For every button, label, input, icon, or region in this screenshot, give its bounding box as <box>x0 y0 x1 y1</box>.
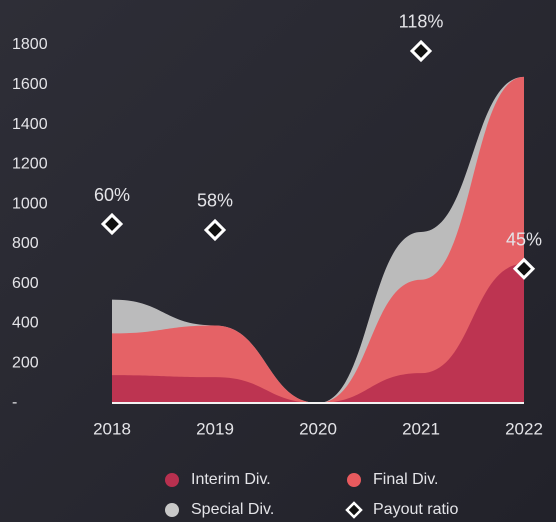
y-tick-label: 1000 <box>12 195 48 212</box>
legend-label: Interim Div. <box>191 471 271 488</box>
legend-marker <box>347 473 361 487</box>
y-tick-label: - <box>12 394 17 411</box>
area <box>112 263 524 403</box>
legend-label: Payout ratio <box>373 501 458 518</box>
legend-marker <box>165 473 179 487</box>
x-tick-label: 2021 <box>402 419 440 438</box>
y-tick-label: 1800 <box>12 36 48 53</box>
payout-marker <box>100 212 124 236</box>
y-tick-label: 600 <box>12 275 39 292</box>
y-tick-label: 1400 <box>12 116 48 133</box>
payout-marker <box>203 218 227 242</box>
area <box>112 76 524 404</box>
payout-marker <box>409 39 433 63</box>
payout-label: 60% <box>94 185 130 205</box>
y-tick-label: 400 <box>12 315 39 332</box>
y-tick-label: 200 <box>12 354 39 371</box>
y-tick-label: 1600 <box>12 76 48 93</box>
x-tick-label: 2020 <box>299 419 337 438</box>
legend-label: Final Div. <box>373 471 439 488</box>
legend-marker <box>165 503 179 517</box>
y-tick-label: 1200 <box>12 156 48 173</box>
legend-marker <box>345 501 363 519</box>
payout-label: 58% <box>197 191 233 211</box>
payout-marker <box>512 257 536 280</box>
legend-label: Special Div. <box>191 501 274 518</box>
x-tick-label: 2022 <box>505 419 543 438</box>
x-tick-label: 2019 <box>196 419 234 438</box>
x-tick-label: 2018 <box>93 419 131 438</box>
payout-label: 118% <box>399 12 444 32</box>
payout-label: 45% <box>506 230 542 250</box>
y-tick-label: 800 <box>12 235 39 252</box>
